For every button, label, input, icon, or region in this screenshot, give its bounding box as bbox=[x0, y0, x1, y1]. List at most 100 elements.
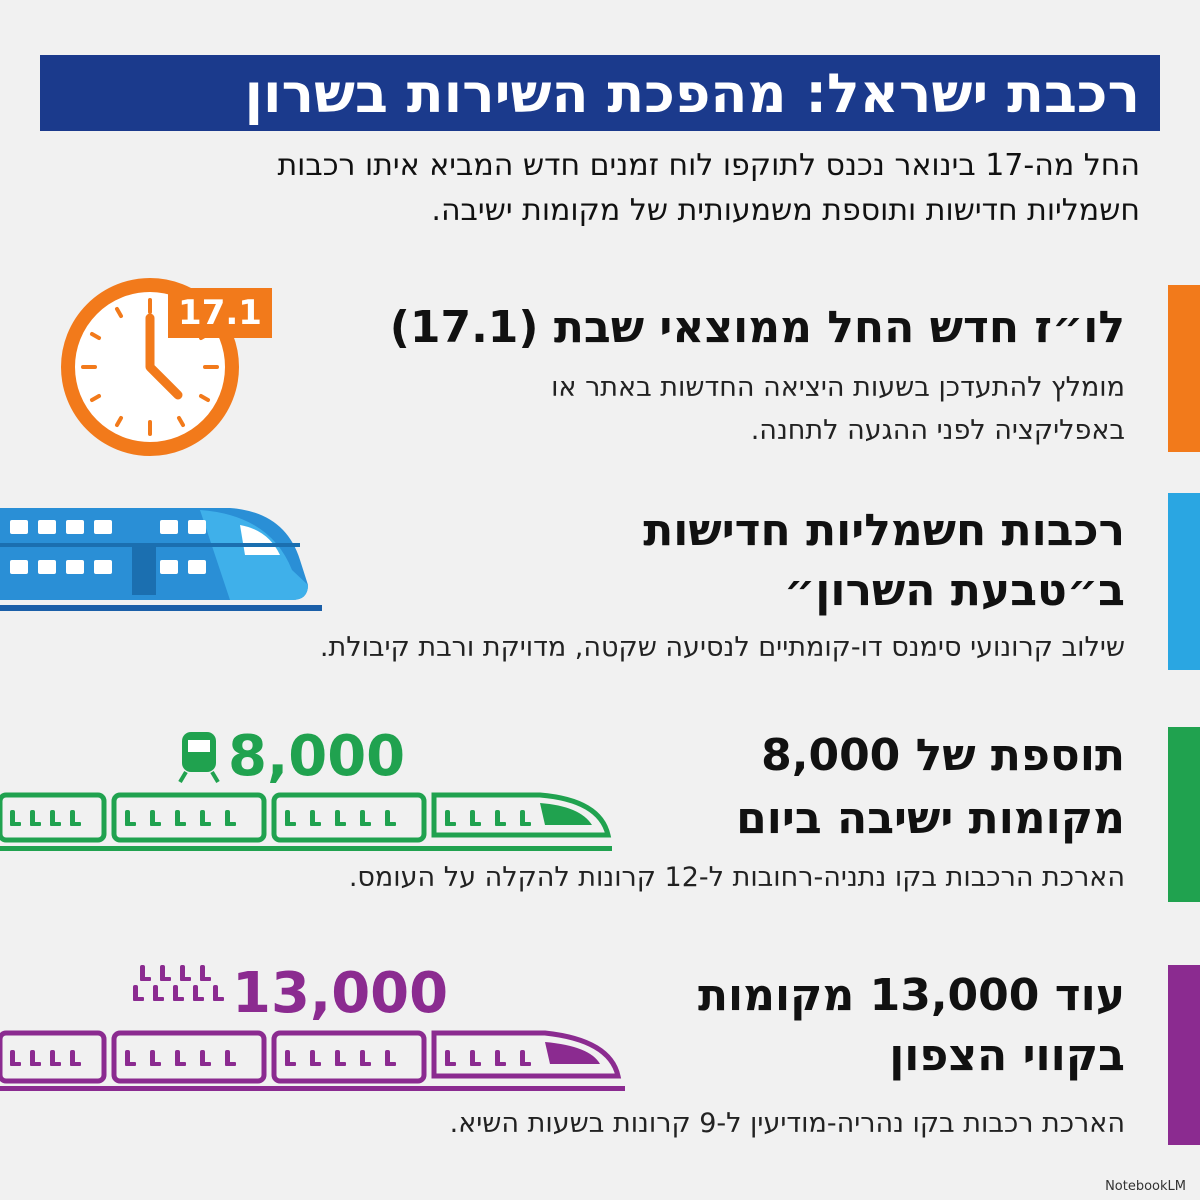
shape bbox=[150, 810, 161, 826]
shape bbox=[200, 810, 211, 826]
badge: 17.1 bbox=[178, 293, 262, 333]
shape bbox=[175, 810, 186, 826]
shape bbox=[133, 965, 224, 1001]
shape bbox=[177, 416, 185, 427]
shape bbox=[0, 605, 322, 611]
clock-icon: 17.1 bbox=[61, 278, 272, 456]
shape bbox=[125, 810, 136, 826]
shape bbox=[540, 803, 592, 825]
illustrations: 17.1 8,000 bbox=[0, 278, 625, 1091]
shape bbox=[495, 1050, 506, 1066]
train-icon: 13,000 bbox=[0, 961, 625, 1091]
badge: 13,000 bbox=[232, 961, 448, 1026]
intro: החל מה-17 בינואר נכנס לתוקפו לוח זמנים ח… bbox=[277, 148, 1140, 183]
body: מומלץ להתעדכן בשעות היציאה החדשות באתר א… bbox=[551, 372, 1125, 403]
shape bbox=[360, 1050, 371, 1066]
shape bbox=[178, 770, 188, 784]
shape bbox=[125, 1050, 136, 1066]
shape bbox=[225, 810, 236, 826]
shape bbox=[94, 560, 112, 574]
brand: NotebookLM bbox=[1105, 1179, 1186, 1194]
shape bbox=[271, 792, 427, 843]
accent-bar bbox=[1168, 285, 1200, 452]
heading: ב״טבעת השרון״ bbox=[784, 565, 1125, 616]
accent-bar bbox=[1168, 493, 1200, 670]
heading: מקומות ישיבה ביום bbox=[736, 793, 1125, 844]
shape bbox=[188, 560, 206, 574]
shape bbox=[335, 810, 346, 826]
shape bbox=[153, 985, 164, 1001]
shape bbox=[10, 810, 531, 826]
shape bbox=[0, 1086, 625, 1091]
shape bbox=[168, 288, 272, 338]
shape bbox=[30, 810, 41, 826]
body: באפליקציה לפני ההגעה לתחנה. bbox=[750, 415, 1125, 446]
shape bbox=[0, 1030, 107, 1084]
shape bbox=[173, 985, 184, 1001]
accent-bar bbox=[1168, 727, 1200, 902]
shape bbox=[445, 810, 456, 826]
shape bbox=[10, 520, 28, 534]
shape bbox=[180, 965, 191, 981]
shape bbox=[285, 810, 296, 826]
shape bbox=[160, 560, 178, 574]
heading: תוספת של 8,000 bbox=[761, 730, 1125, 781]
shape bbox=[10, 560, 28, 574]
shape bbox=[38, 560, 56, 574]
badge: 8,000 bbox=[228, 724, 405, 789]
shape bbox=[10, 1050, 21, 1066]
shape bbox=[431, 1030, 622, 1079]
title-box bbox=[40, 55, 1160, 131]
shape bbox=[145, 313, 183, 400]
heading: רכבות חשמליות חדישות bbox=[643, 505, 1125, 556]
shape bbox=[90, 332, 101, 340]
shape bbox=[111, 1030, 267, 1084]
heading: לו״ז חדש החל ממוצאי שבת (17.1) bbox=[389, 302, 1125, 353]
shape bbox=[0, 792, 612, 843]
body: הארכת רכבות בקו נהריה-מודיעין ל-9 קרונות… bbox=[449, 1108, 1125, 1139]
shape bbox=[200, 1050, 211, 1066]
shape bbox=[193, 985, 204, 1001]
shape bbox=[160, 520, 178, 534]
shape bbox=[520, 1050, 531, 1066]
shape bbox=[10, 1050, 531, 1066]
shape bbox=[225, 1050, 236, 1066]
shape bbox=[70, 810, 81, 826]
body: שילוב קרונועי סימנס דו-קומתיים לנסיעה שק… bbox=[319, 632, 1125, 663]
shape bbox=[470, 1050, 481, 1066]
shape bbox=[150, 1050, 161, 1066]
shape bbox=[30, 1050, 41, 1066]
shape bbox=[70, 1050, 81, 1066]
shape bbox=[310, 1050, 321, 1066]
shape bbox=[140, 965, 151, 981]
accent-bar bbox=[1168, 965, 1200, 1145]
title: רכבת ישראל: מהפכת השירות בשרון bbox=[244, 62, 1140, 125]
shape bbox=[470, 810, 481, 826]
shape bbox=[115, 307, 123, 318]
shape bbox=[38, 520, 56, 534]
shape bbox=[188, 520, 206, 534]
heading: בקווי הצפון bbox=[889, 1030, 1125, 1081]
shape bbox=[66, 520, 84, 534]
shape bbox=[160, 965, 171, 981]
train-icon: 8,000 bbox=[0, 724, 612, 851]
shape bbox=[0, 846, 612, 851]
shape bbox=[133, 985, 144, 1001]
shape bbox=[445, 1050, 456, 1066]
shape bbox=[545, 1042, 600, 1064]
shape bbox=[175, 1050, 186, 1066]
heading: עוד 13,000 מקומות bbox=[697, 970, 1125, 1021]
shape bbox=[385, 810, 396, 826]
shape bbox=[50, 1050, 61, 1066]
shape bbox=[0, 792, 107, 843]
shape bbox=[10, 520, 206, 574]
shape bbox=[111, 792, 267, 843]
shape bbox=[132, 545, 156, 595]
shape bbox=[188, 740, 210, 752]
shape bbox=[50, 810, 61, 826]
shape bbox=[0, 1030, 622, 1084]
shape bbox=[285, 1050, 296, 1066]
shape bbox=[213, 985, 224, 1001]
shape bbox=[81, 298, 219, 436]
shape bbox=[431, 792, 612, 838]
